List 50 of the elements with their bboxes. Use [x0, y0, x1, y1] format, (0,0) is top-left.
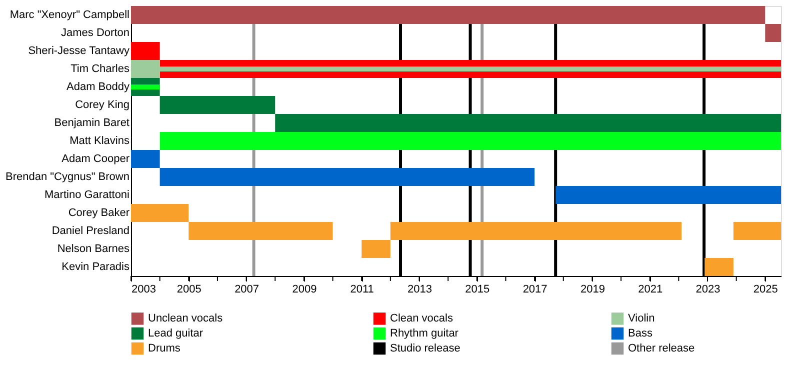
x-tick-label: 2019 — [580, 284, 605, 296]
legend-label: Bass — [628, 328, 653, 340]
y-tick-label: Matt Klavins — [70, 135, 130, 147]
x-tick-label: 2007 — [234, 284, 260, 296]
y-tick-label: Corey King — [75, 99, 130, 111]
y-tick-label: Daniel Presland — [52, 225, 130, 237]
bar — [160, 168, 535, 186]
bar — [765, 24, 781, 42]
legend-label: Clean vocals — [390, 312, 454, 325]
y-tick-label: Sheri-Jesse Tantawy — [28, 45, 130, 57]
x-tick-label: 2023 — [696, 284, 720, 296]
y-tick-label: Martino Garattoni — [44, 189, 130, 201]
bar — [733, 222, 781, 240]
y-tick-label: Benjamin Baret — [54, 117, 130, 129]
bar — [131, 6, 766, 24]
y-tick-label: Adam Boddy — [66, 81, 130, 93]
legend-label: Other release — [628, 342, 695, 354]
y-tick-label: Kevin Paradis — [62, 261, 130, 273]
y-tick-label: Adam Cooper — [62, 153, 130, 165]
bar — [704, 258, 734, 276]
bar — [390, 222, 682, 240]
y-tick-label: Tim Charles — [70, 63, 130, 75]
bar — [131, 204, 189, 222]
y-tick-label: James Dorton — [61, 27, 130, 39]
bar — [556, 186, 781, 204]
legend-label: Rhythm guitar — [390, 328, 459, 340]
bar — [275, 114, 781, 132]
legend-label: Studio release — [390, 342, 460, 354]
y-tick-label: Nelson Barnes — [57, 243, 130, 255]
legend-label: Unclean vocals — [148, 312, 224, 325]
x-tick-label: 2013 — [408, 284, 432, 296]
x-tick-label: 2009 — [292, 284, 317, 296]
legend-label: Lead guitar — [148, 328, 204, 340]
x-tick-label: 2017 — [522, 284, 548, 296]
x-tick-label: 2003 — [132, 284, 156, 296]
bar — [131, 42, 160, 60]
bar — [160, 96, 276, 114]
x-tick-label: 2015 — [465, 284, 490, 296]
legend-label: Drums — [148, 342, 181, 354]
y-tick-label: Marc "Xenoyr" Campbell — [10, 9, 130, 21]
legend-label: Violin — [628, 312, 655, 325]
y-tick-label: Corey Baker — [68, 207, 130, 219]
x-tick-label: 2011 — [350, 284, 374, 296]
x-tick-label: 2025 — [753, 284, 778, 296]
bar — [131, 150, 160, 168]
x-tick-label: 2021 — [638, 284, 663, 296]
x-tick-label: 2005 — [176, 284, 202, 296]
y-tick-label: Brendan "Cygnus" Brown — [6, 171, 130, 183]
bar — [362, 240, 390, 258]
bar — [188, 222, 333, 240]
